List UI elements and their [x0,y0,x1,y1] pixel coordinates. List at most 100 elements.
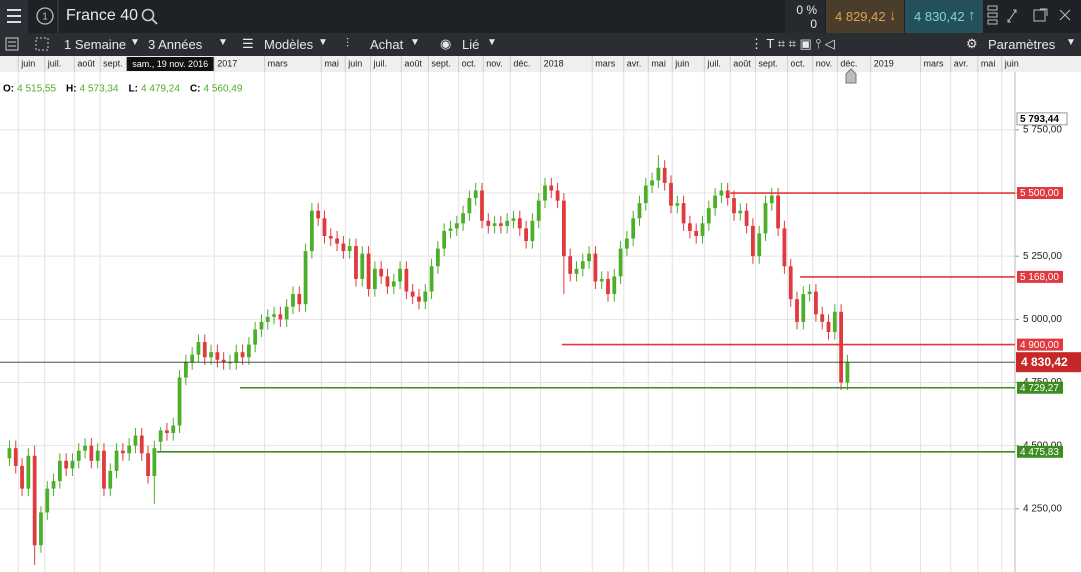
candle-body [669,182,673,206]
candle-body [612,276,617,295]
candle-body [322,218,327,236]
candle-body [593,253,598,282]
candle-body [454,223,459,229]
candle-body [64,460,69,469]
candle-body [127,445,132,454]
candle-body [524,228,528,242]
y-tick-label: 5 250,00 [1023,251,1062,262]
candle-body [473,190,478,199]
change-pct: 0 % [796,3,817,17]
x-tick-label: oct. [462,58,477,68]
candle-body [190,354,195,363]
x-tick-label: août [733,58,751,68]
candle-body [278,314,283,320]
x-tick-label: nov. [816,58,832,68]
candle-body [461,213,465,224]
candle-body [442,230,447,249]
candle-body [385,276,390,287]
candle-body [618,248,623,277]
candle-body [820,314,825,322]
link[interactable]: Lié [462,37,480,52]
x-tick-label: mai [324,58,339,68]
x-tick-label: juil. [47,58,62,68]
search-icon[interactable] [140,7,160,27]
high-marker-bg [1016,112,1068,126]
candle-body [713,195,717,209]
x-tick-label: 2017 [217,58,237,68]
candle-body [316,210,321,219]
x-tick-label: sept. [758,58,778,68]
candle-body [832,311,837,332]
candle-body [782,228,787,267]
crosshair-label-bg [126,57,214,71]
toolbar-icons[interactable] [0,33,60,56]
buy-box[interactable]: 4 830,42 ↑ [905,0,983,33]
candle-body [486,220,491,226]
candle-body [246,344,251,358]
settings[interactable]: Paramètres [988,37,1056,52]
x-tick-label: juin [674,58,689,68]
x-tick-label: 2019 [874,58,894,68]
candle-body [706,208,711,224]
candle-body [13,448,18,466]
candle-body [7,448,12,459]
candle-body [20,465,24,489]
candle-body [114,450,119,471]
sell-box[interactable]: 4 829,42 ↓ [826,0,904,33]
interval[interactable]: 1 Semaine [64,37,127,52]
candle-body [95,450,100,461]
header: 1 France 40 0 % 0 4 829,42 ↓ 4 830,42 ↑ [0,0,1081,33]
level-label-bg [1017,187,1063,200]
candle-body [366,253,371,290]
candle-body [435,248,440,267]
candle-body [795,299,799,322]
range[interactable]: 3 Années [148,37,203,52]
x-tick-label: mars [923,58,943,68]
level-label-bg [1017,445,1063,458]
candle-body [561,200,566,257]
readout-label: O: [3,84,14,95]
candle-body [404,268,409,292]
candle-body [398,268,402,282]
candle-body [568,256,573,274]
candle-body [725,190,730,199]
candle-body [202,342,207,358]
candle-body [599,278,604,282]
x-tick-label: nov. [486,58,502,68]
candle-body [259,321,264,330]
candle-body [253,329,258,345]
templates[interactable]: Modèles [264,37,314,52]
x-tick-label: sept. [431,58,451,68]
candle-body [826,321,831,332]
window-icons[interactable] [984,0,1081,33]
candle-body [221,359,226,363]
candle-body [347,246,352,252]
candle-body [133,435,138,446]
readout-label: L: [129,84,138,95]
readout-label: H: [66,84,77,95]
candle-body [688,223,692,231]
candle-body [769,195,774,204]
candle-body [76,450,81,461]
candle-body [776,195,780,229]
header-icons: 1 [0,0,59,33]
trade[interactable]: Achat [370,37,404,52]
candle-body [549,185,554,191]
candle-body [265,316,270,322]
level-label: 4 900,00 [1020,340,1059,351]
y-tick-label: 5 750,00 [1023,124,1062,135]
candle-body [757,233,762,257]
candle-body [814,291,818,315]
high-marker-label: 5 793,44 [1020,114,1059,125]
x-tick-label: mars [595,58,615,68]
candle-body [360,253,365,279]
x-tick-label: mai [651,58,666,68]
candle-body [284,306,289,320]
candle-body [215,352,220,360]
instrument[interactable]: France 40 [66,7,139,24]
candle-body [555,190,560,201]
candle-body [297,294,302,305]
readout-value: 4 515,55 [17,84,56,95]
readout-value: 4 479,24 [141,84,180,95]
